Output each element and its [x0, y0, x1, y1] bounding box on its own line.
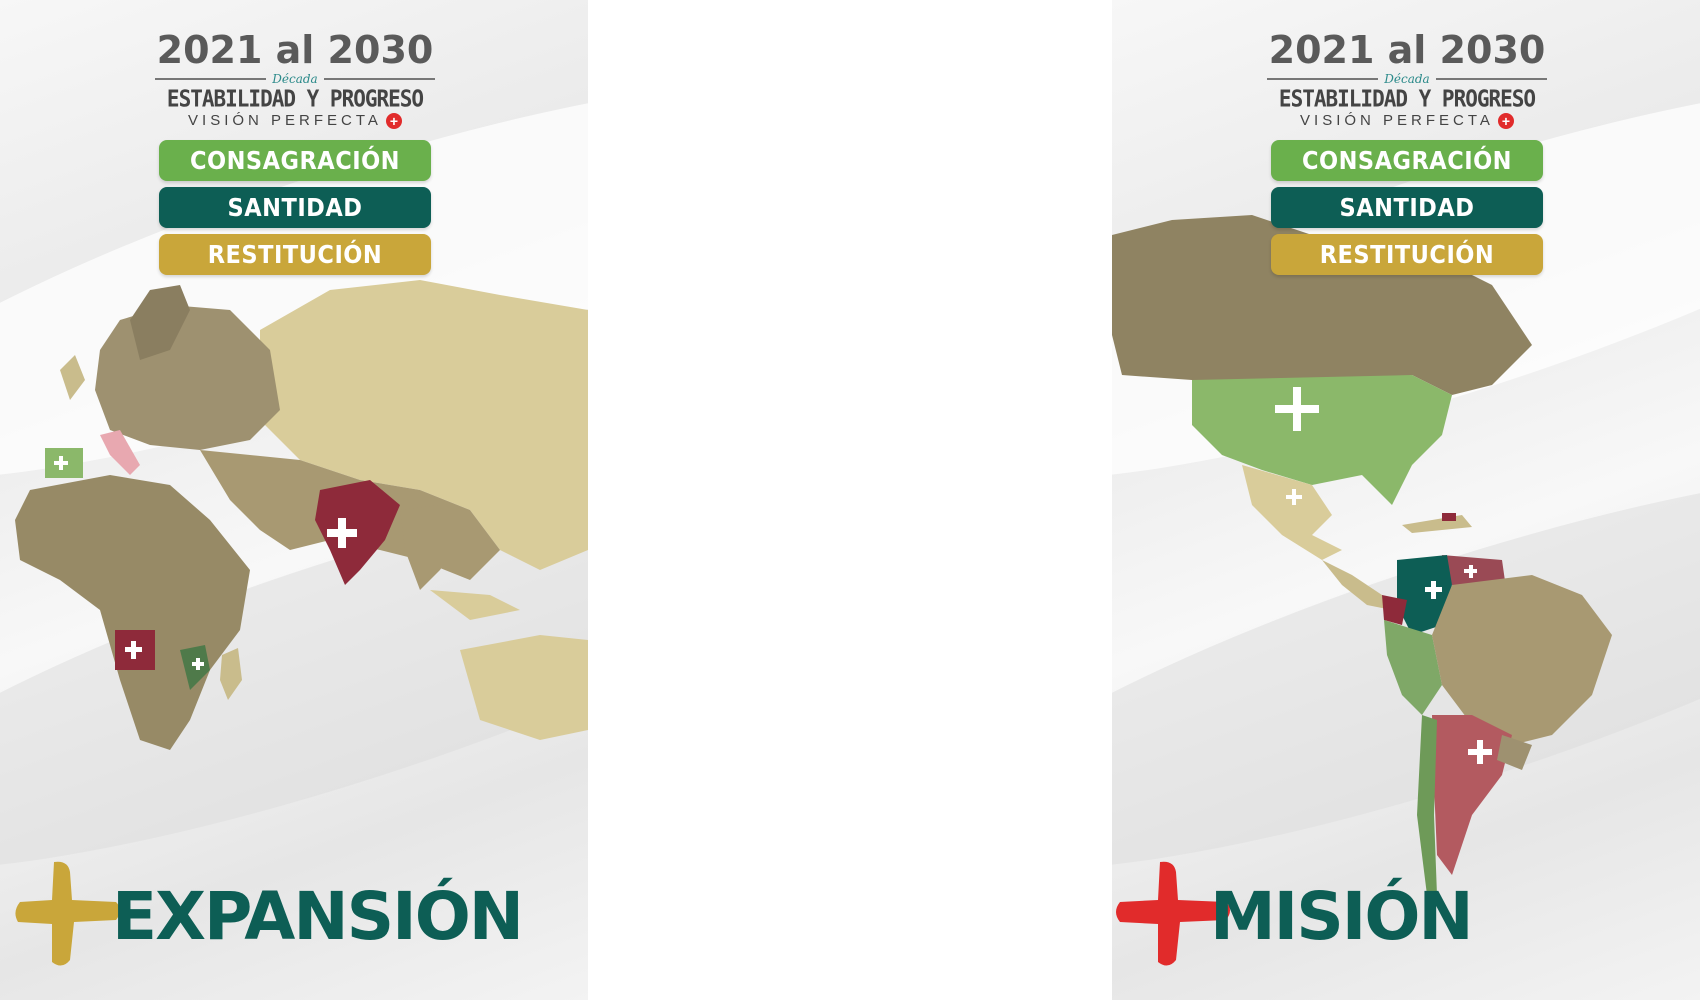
- plus-cross-icon: [1275, 387, 1492, 764]
- map-mozambique: [180, 645, 210, 690]
- motto-text: ESTABILIDAD Y PROGRESO: [1278, 85, 1536, 113]
- map-brazil: [1432, 575, 1612, 745]
- footer-banner: EXPANSIÓN: [0, 860, 588, 980]
- map-uk: [60, 355, 85, 400]
- footer-word: MISIÓN: [1210, 878, 1474, 955]
- map-usa: [1192, 375, 1452, 505]
- vision-row: VISIÓN PERFECTA +: [155, 112, 435, 130]
- map-madagascar: [220, 648, 242, 700]
- plus-cross-icon: [1116, 861, 1230, 966]
- pill-restitucion: RESTITUCIÓN: [159, 234, 431, 275]
- poster-header: 2021 al 2030 Década ESTABILIDAD Y PROGRE…: [155, 28, 435, 275]
- map-italy: [100, 430, 140, 475]
- footer-word: EXPANSIÓN: [112, 878, 524, 955]
- map-central-america: [1322, 560, 1392, 610]
- map-colombia: [1397, 555, 1452, 635]
- poster-mision: 2021 al 2030 Década ESTABILIDAD Y PROGRE…: [1112, 0, 1700, 1000]
- vision-text: VISIÓN PERFECTA: [1300, 112, 1494, 129]
- map-asia-north: [260, 280, 588, 570]
- map-africa: [15, 475, 250, 750]
- poster-expansion: 2021 al 2030 Década ESTABILIDAD Y PROGRE…: [0, 0, 588, 1000]
- map-dominican: [1442, 513, 1456, 521]
- map-mexico: [1242, 465, 1342, 560]
- footer-banner: MISIÓN: [1112, 860, 1700, 980]
- map-caribbean: [1402, 515, 1472, 533]
- decade-divider: Década: [155, 72, 435, 86]
- pill-santidad: SANTIDAD: [159, 187, 431, 228]
- map-indonesia: [430, 590, 520, 620]
- pill-consagracion: CONSAGRACIÓN: [159, 140, 431, 181]
- years-title: 2021 al 2030: [1268, 28, 1546, 72]
- red-cross-badge-icon: +: [1497, 113, 1514, 129]
- world-map-eastern-hemisphere: [15, 280, 588, 750]
- plus-cross-icon: [15, 861, 120, 966]
- plus-cross-icon: [54, 456, 357, 670]
- map-chile: [1417, 715, 1437, 895]
- decade-label: Década: [1384, 72, 1430, 86]
- poster-header: 2021 al 2030 Década ESTABILIDAD Y PROGRE…: [1267, 28, 1547, 275]
- map-uruguay: [1497, 735, 1532, 770]
- decade-label: Década: [272, 72, 318, 86]
- pill-restitucion: RESTITUCIÓN: [1271, 234, 1543, 275]
- pill-santidad: SANTIDAD: [1271, 187, 1543, 228]
- motto-text: ESTABILIDAD Y PROGRESO: [166, 85, 424, 113]
- map-europe: [95, 305, 280, 450]
- red-cross-badge-icon: +: [385, 113, 402, 129]
- years-title: 2021 al 2030: [156, 28, 434, 72]
- map-argentina: [1432, 715, 1512, 875]
- map-scandinavia: [130, 285, 190, 360]
- map-australia: [460, 635, 588, 740]
- vision-text: VISIÓN PERFECTA: [188, 112, 382, 129]
- map-peru: [1384, 620, 1442, 715]
- map-ecuador: [1382, 595, 1407, 625]
- decade-divider: Década: [1267, 72, 1547, 86]
- pill-consagracion: CONSAGRACIÓN: [1271, 140, 1543, 181]
- map-se-asia: [400, 505, 460, 590]
- vision-row: VISIÓN PERFECTA +: [1267, 112, 1547, 130]
- map-india: [315, 480, 400, 585]
